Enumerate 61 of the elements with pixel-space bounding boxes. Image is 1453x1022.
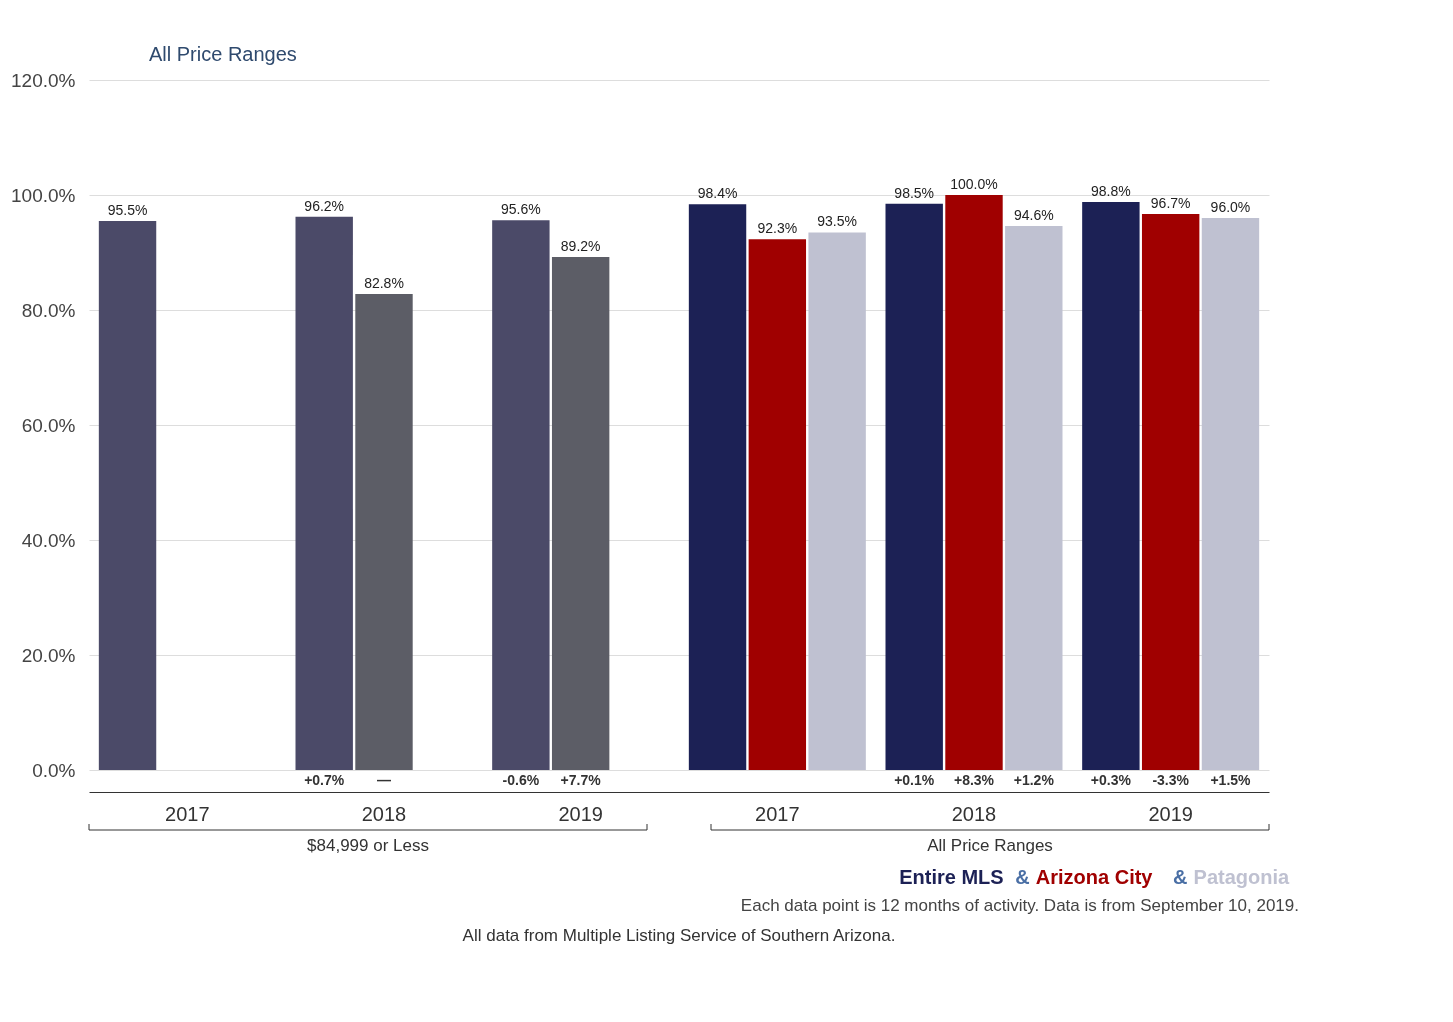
data-label: 94.6% xyxy=(1013,207,1054,224)
bar xyxy=(885,203,943,770)
bar xyxy=(1082,201,1140,770)
data-label: 96.7% xyxy=(1150,194,1191,211)
data-label: 93.5% xyxy=(817,213,857,230)
text: +0.3% xyxy=(1090,772,1132,788)
data-label: 100.0% xyxy=(950,176,998,192)
bar xyxy=(295,216,353,770)
data-label: 96.0% xyxy=(1210,199,1251,215)
text: Entire MLS xyxy=(899,866,1004,888)
data-label: 95.5% xyxy=(107,201,148,218)
y-tick-label: 100.0% xyxy=(11,184,76,206)
text: Each data point is 12 months of activity. Data is from September 10, 2019. xyxy=(740,896,1299,915)
data-label: 95.6% xyxy=(501,201,541,218)
text: -0.6% xyxy=(502,772,540,788)
text: Patagonia xyxy=(1193,866,1291,888)
bar xyxy=(98,220,157,770)
bar xyxy=(551,257,610,770)
text: +1.2% xyxy=(1013,772,1055,788)
text: +0.1% xyxy=(894,772,935,788)
bar xyxy=(748,239,807,770)
data-label: 89.2% xyxy=(560,238,601,255)
x-tick-label: 2019 xyxy=(558,802,603,825)
text: All Price Ranges xyxy=(149,43,297,65)
text: All Price Ranges xyxy=(927,836,1053,855)
bar xyxy=(688,204,747,770)
data-label: 98.4% xyxy=(697,185,738,202)
text: +7.7% xyxy=(560,772,602,788)
bar xyxy=(1141,213,1200,770)
y-tick-label: 0.0% xyxy=(32,759,76,781)
data-label: 98.8% xyxy=(1091,182,1131,199)
y-tick-label: 20.0% xyxy=(21,644,76,666)
text: +1.5% xyxy=(1210,772,1252,788)
data-label: 92.3% xyxy=(757,220,798,237)
text: Arizona City xyxy=(1035,866,1154,888)
bar xyxy=(808,232,866,770)
text: $84,999 or Less xyxy=(307,836,429,855)
data-label: 82.8% xyxy=(364,274,404,291)
text: +0.7% xyxy=(304,772,345,788)
bar xyxy=(492,220,550,770)
x-tick-label: 2018 xyxy=(361,802,407,825)
text: All data from Multiple Listing Service of Southern Arizona. xyxy=(462,926,896,945)
x-tick-label: 2019 xyxy=(1148,802,1193,825)
text: & xyxy=(1173,866,1188,888)
x-tick-label: 2017 xyxy=(165,802,210,825)
y-tick-label: 60.0% xyxy=(21,414,76,436)
bar xyxy=(1201,218,1260,770)
text: & xyxy=(1015,866,1030,888)
text: — xyxy=(377,772,391,788)
bar xyxy=(355,293,413,770)
x-tick-label: 2017 xyxy=(755,802,800,825)
bar xyxy=(1005,226,1063,770)
text: -3.3% xyxy=(1152,772,1190,788)
text: +8.3% xyxy=(953,772,995,788)
data-label: 98.5% xyxy=(894,184,935,201)
y-tick-label: 40.0% xyxy=(21,529,76,551)
x-tick-label: 2018 xyxy=(951,802,997,825)
y-tick-label: 120.0% xyxy=(11,69,76,91)
y-tick-label: 80.0% xyxy=(21,299,76,321)
bar xyxy=(945,195,1003,770)
data-label: 96.2% xyxy=(304,197,345,214)
